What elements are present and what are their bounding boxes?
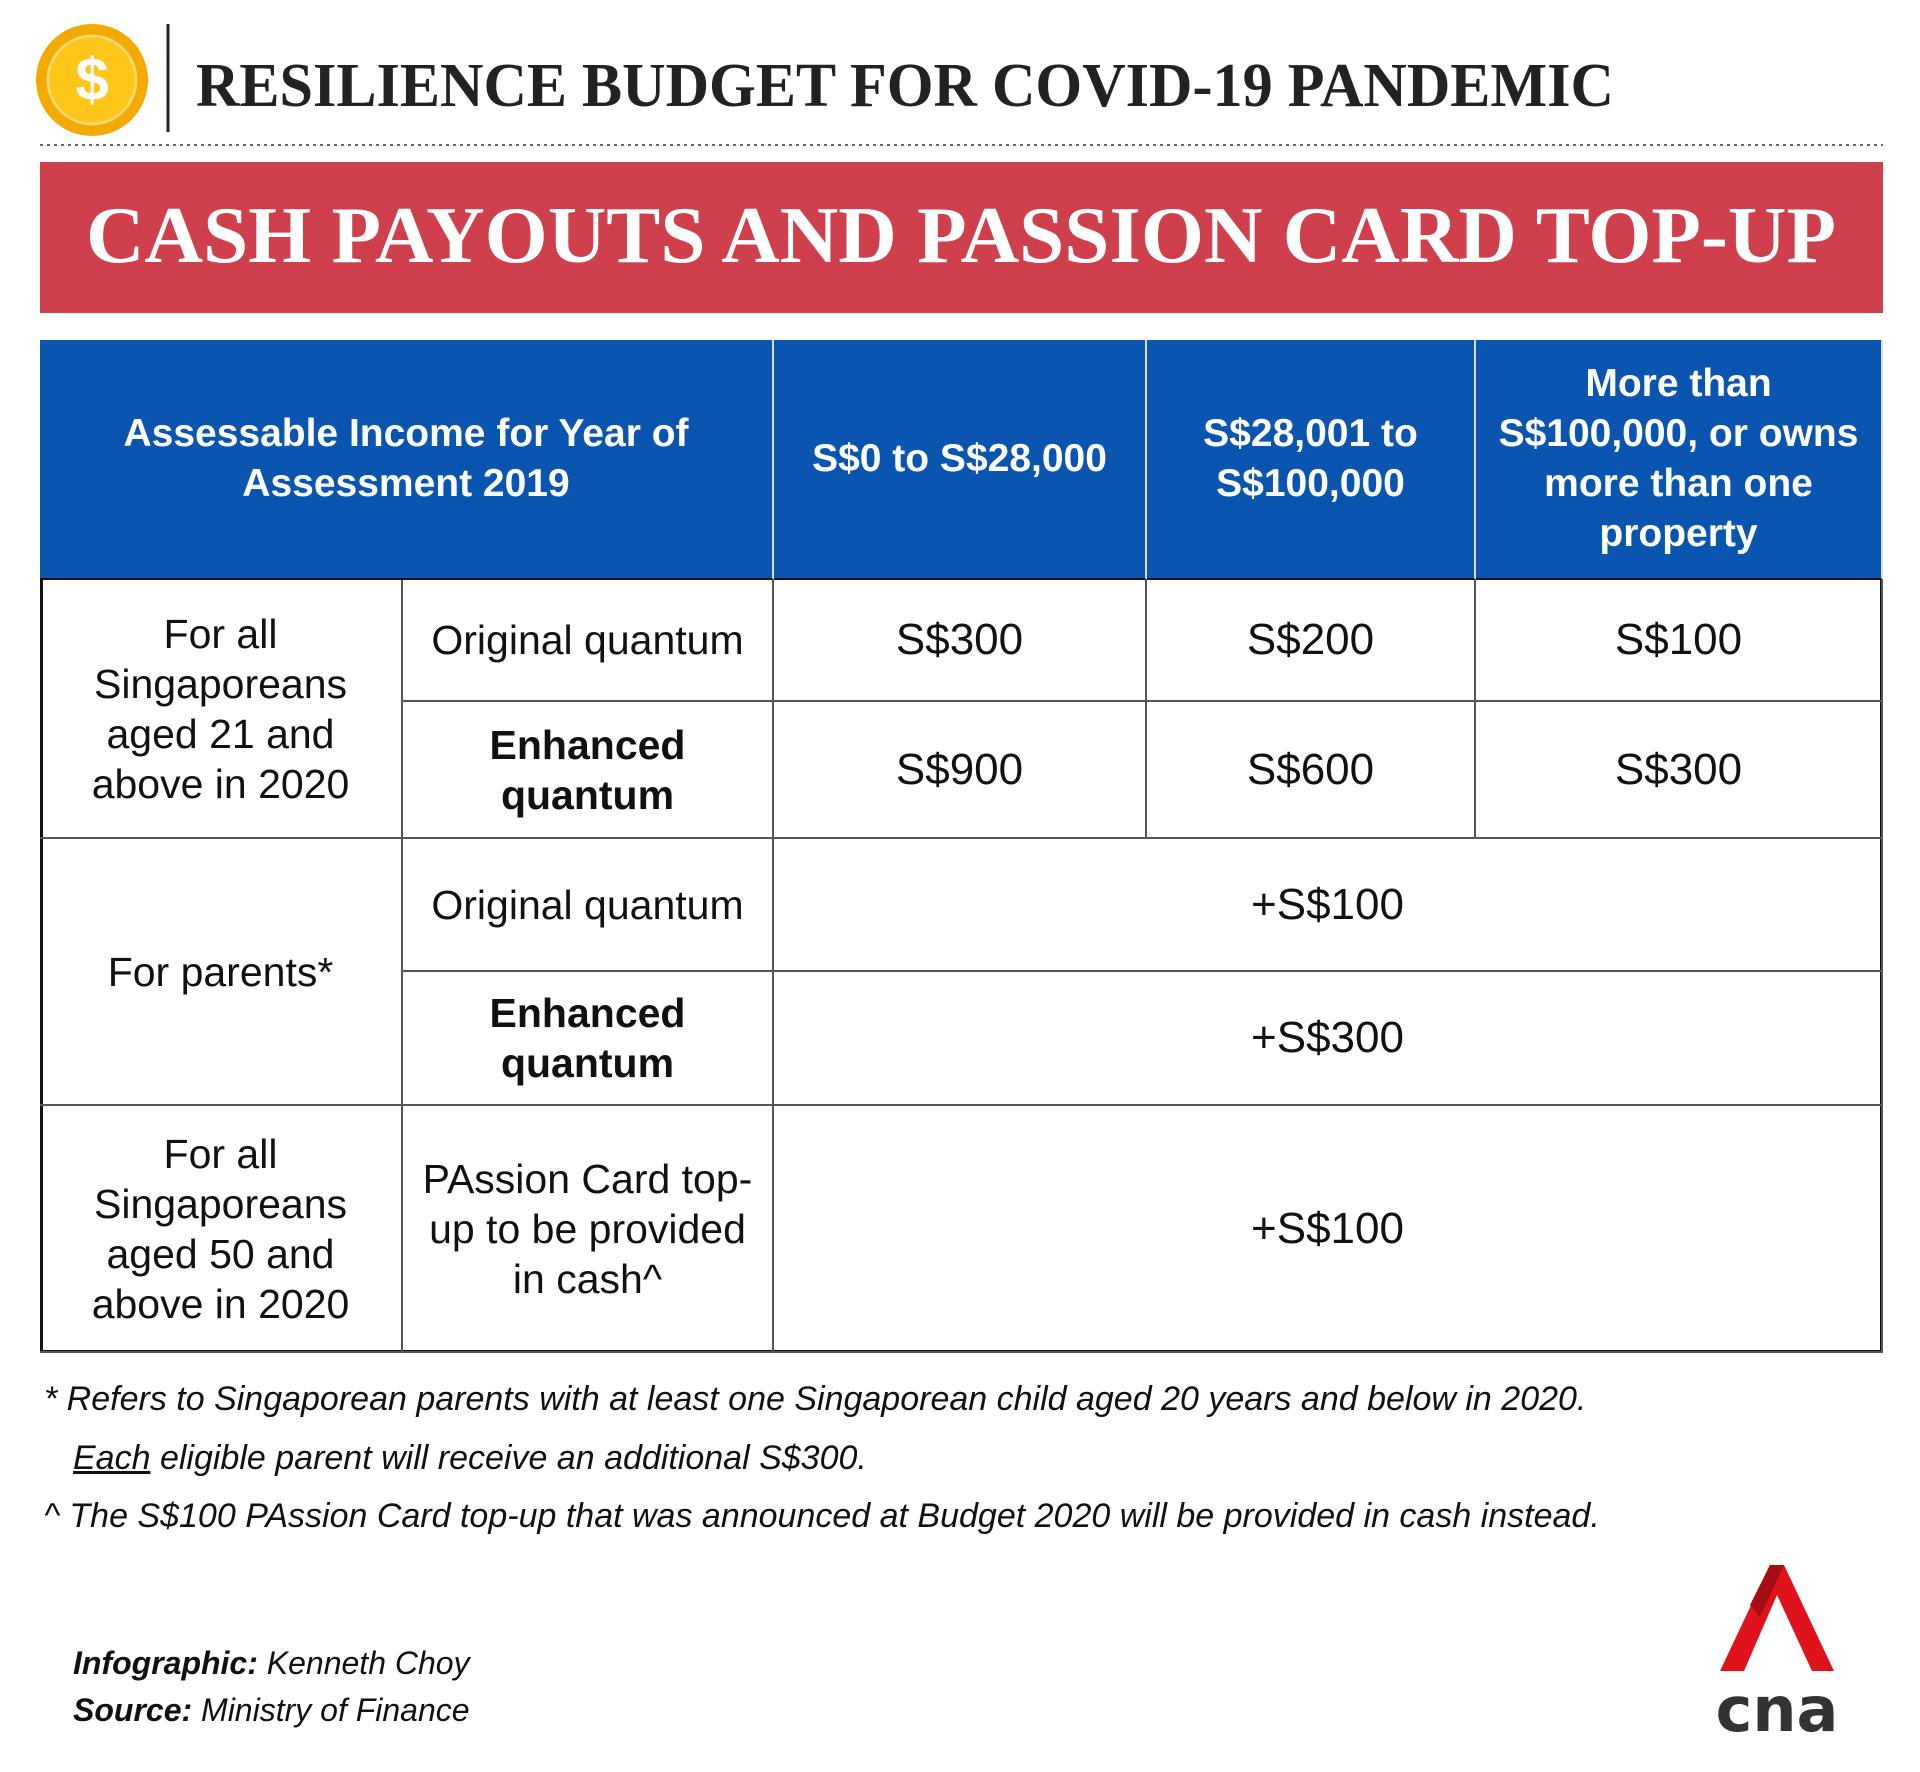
credit-name: Kenneth Choy (257, 1645, 470, 1681)
credit-name: Ministry of Finance (192, 1692, 470, 1728)
value-cell: +S$300 (774, 972, 1883, 1106)
credit: Source: Ministry of Finance (73, 1692, 470, 1729)
logo-mark (1720, 1565, 1834, 1671)
value-cell: +S$100 (774, 1106, 1883, 1353)
row-label: Enhanced quantum (403, 702, 774, 839)
row-label: Original quantum (403, 839, 774, 972)
logo: cna (1716, 1565, 1839, 1745)
value-cell: S$900 (774, 702, 1147, 839)
header-cell: More than S$100,000, or owns more than o… (1476, 340, 1883, 580)
group-label: For all Singaporeans aged 50 and above i… (40, 1106, 403, 1353)
logo-shade (1750, 1565, 1784, 1617)
payout-table: Assessable Income for Year of Assessment… (40, 340, 1883, 1353)
footnote-emphasis: Each (73, 1439, 151, 1477)
group-label: For all Singaporeans aged 21 and above i… (40, 580, 403, 839)
header-cell: S$0 to S$28,000 (774, 340, 1147, 580)
banner-title: CASH PAYOUTS AND PASSION CARD TOP-UP (86, 192, 1836, 280)
value-cell: S$100 (1476, 580, 1883, 702)
banner (40, 162, 1883, 313)
logo-text: cna (1716, 1673, 1839, 1745)
coin-face (46, 34, 138, 126)
footnote: ^ The S$100 PAssion Card top-up that was… (44, 1497, 1600, 1535)
group-label: For parents* (40, 839, 403, 1106)
value-cell: S$200 (1147, 580, 1476, 702)
value-cell: S$300 (1476, 702, 1883, 839)
credit-label: Infographic: (73, 1645, 258, 1681)
footnote-text: eligible parent will receive an addition… (150, 1439, 867, 1477)
credit-label: Source: (73, 1692, 193, 1728)
value-cell: S$600 (1147, 702, 1476, 839)
value-cell: S$300 (774, 580, 1147, 702)
page-title: RESILIENCE BUDGET FOR COVID-19 PANDEMIC (196, 52, 1614, 120)
row-label: Enhanced quantum (403, 972, 774, 1106)
header-graphics: $ RESILIENCE BUDGET FOR COVID-19 PANDEMI… (36, 24, 1883, 313)
row-label: PAssion Card top-up to be provided in ca… (403, 1106, 774, 1353)
coin-symbol: $ (75, 46, 108, 113)
value-cell: +S$100 (774, 839, 1883, 972)
header-cell: S$28,001 to S$100,000 (1147, 340, 1476, 580)
header-cell: Assessable Income for Year of Assessment… (40, 340, 774, 580)
footnote: Each eligible parent will receive an add… (73, 1439, 867, 1478)
credit: Infographic: Kenneth Choy (73, 1645, 470, 1682)
row-label: Original quantum (403, 580, 774, 702)
footnote: * Refers to Singaporean parents with at … (44, 1380, 1587, 1418)
